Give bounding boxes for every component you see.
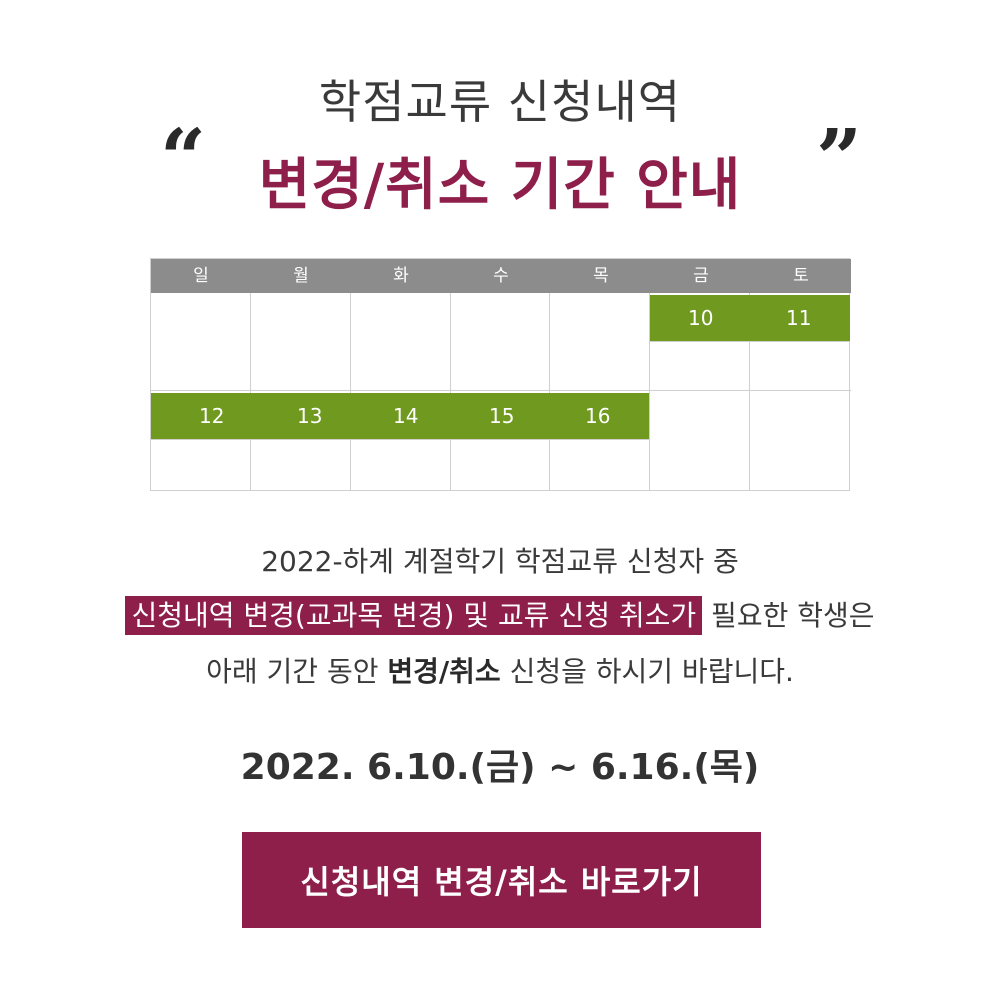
notice-line-2: 신청내역 변경(교과목 변경) 및 교류 신청 취소가 필요한 학생은 [0, 594, 1000, 635]
day-10: 10 [688, 306, 714, 330]
grid-divider [151, 439, 649, 440]
notice-bold-text: 변경/취소 [387, 655, 501, 688]
grid-divider [350, 293, 351, 491]
weekday-wednesday: 수 [493, 266, 509, 286]
notice-line-2-rest: 필요한 학생은 [702, 599, 875, 632]
weekday-monday: 월 [293, 266, 309, 286]
day-13: 13 [297, 404, 323, 428]
grid-divider [549, 293, 550, 491]
notice-line-3-pre: 아래 기간 동안 [206, 655, 388, 688]
week1-highlight: 10 11 [650, 295, 850, 341]
grid-divider [151, 390, 851, 391]
calendar-weekday-header: 일 월 화 수 목 금 토 [151, 259, 851, 293]
application-period: 2022. 6.10.(금) ~ 6.16.(목) [240, 747, 760, 788]
day-11: 11 [786, 306, 812, 330]
weekday-friday: 금 [693, 266, 709, 286]
calendar: 일 월 화 수 목 금 토 10 11 12 13 14 15 16 [150, 258, 851, 491]
notice-line-1: 2022-하계 계절학기 학점교류 신청자 중 [261, 545, 739, 578]
day-14: 14 [393, 404, 419, 428]
day-15: 15 [489, 404, 515, 428]
notice-highlight: 신청내역 변경(교과목 변경) 및 교류 신청 취소가 [125, 596, 703, 635]
close-quote-mark: ” [816, 111, 863, 205]
grid-divider [650, 341, 850, 342]
grid-divider [450, 293, 451, 491]
week2-highlight: 12 13 14 15 16 [151, 393, 649, 439]
day-16: 16 [585, 404, 611, 428]
change-cancel-shortcut-button[interactable]: 신청내역 변경/취소 바로가기 [242, 832, 761, 928]
day-12: 12 [199, 404, 225, 428]
grid-divider [749, 293, 750, 491]
notice-line-3-post: 신청을 하시기 바랍니다. [500, 655, 794, 688]
weekday-saturday: 토 [793, 266, 809, 286]
weekday-tuesday: 화 [393, 266, 409, 286]
grid-divider [250, 293, 251, 491]
notice-line-3: 아래 기간 동안 변경/취소 신청을 하시기 바랍니다. [0, 650, 1000, 690]
open-quote-mark: “ [160, 111, 207, 205]
weekday-thursday: 목 [593, 266, 609, 286]
grid-divider [649, 293, 650, 491]
page-subtitle: 변경/취소 기간 안내 [258, 153, 742, 218]
weekday-sunday: 일 [193, 266, 209, 286]
page-title: 학점교류 신청내역 [318, 75, 682, 129]
